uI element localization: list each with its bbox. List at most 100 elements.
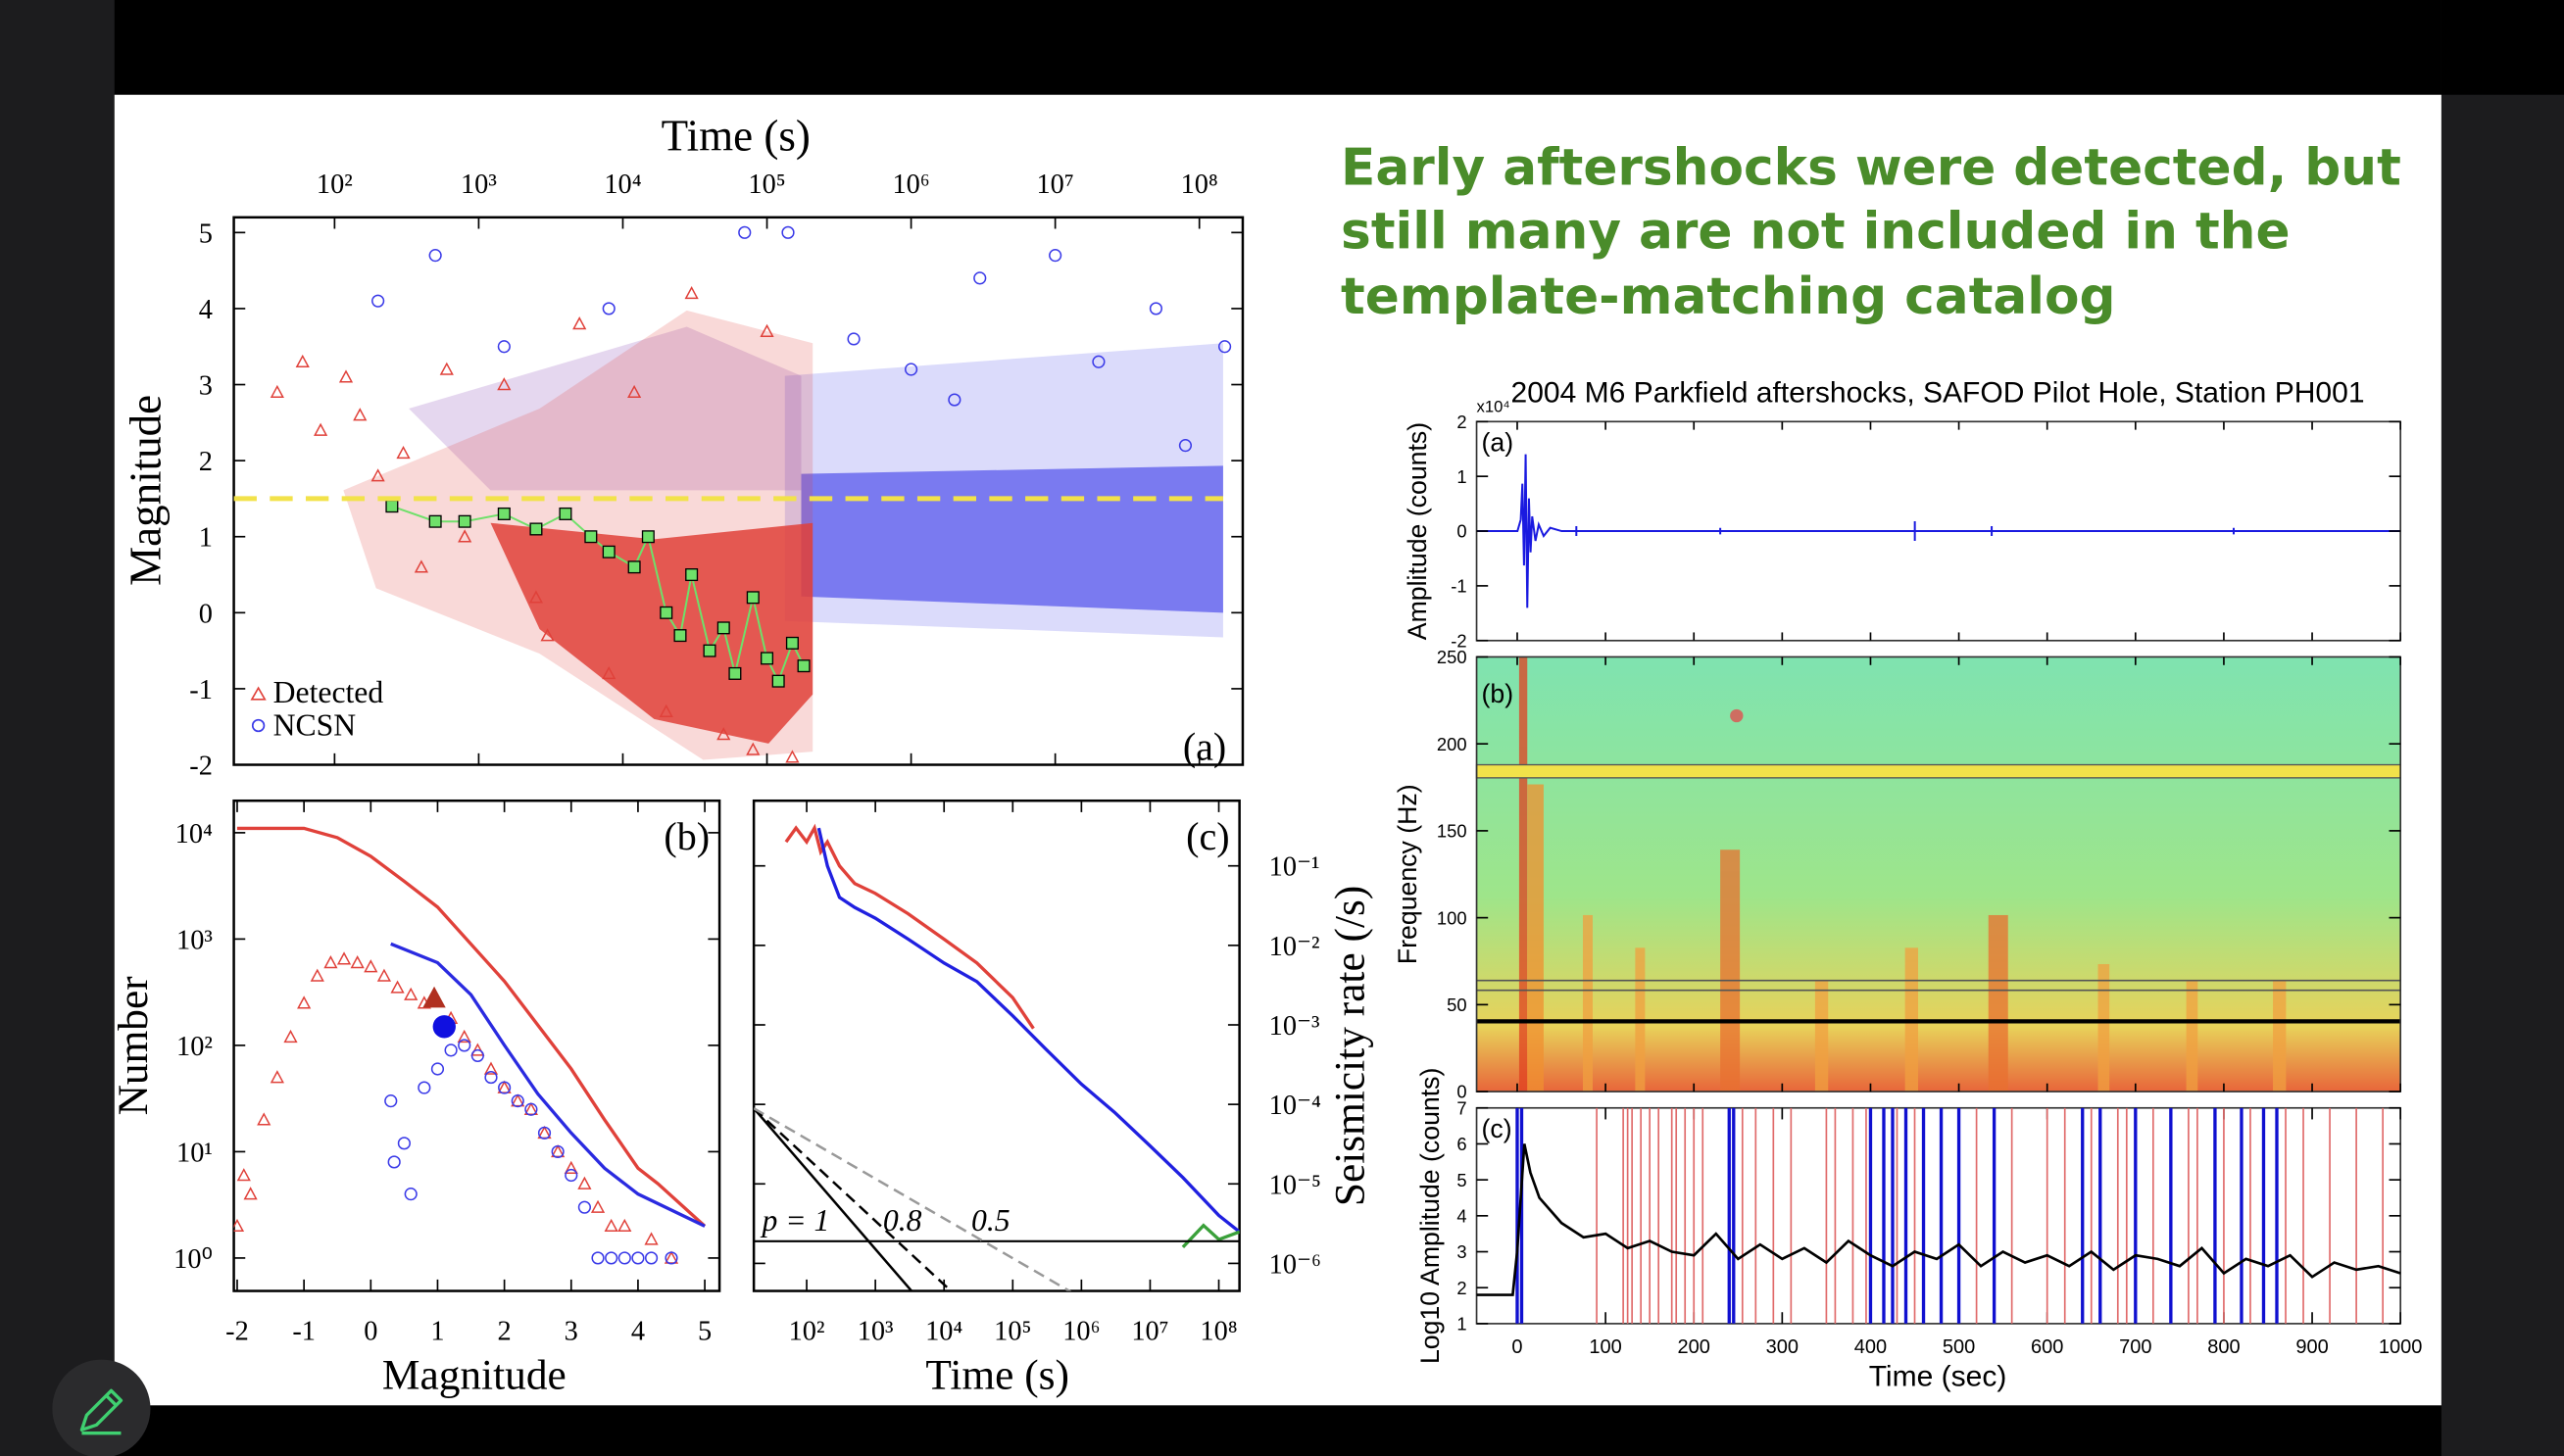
x-tick-label: 2: [498, 1317, 512, 1347]
circle-marker: [470, 1048, 484, 1063]
panel-a-frame: [232, 216, 1245, 766]
streak: [2273, 980, 2287, 1092]
square-marker: [703, 644, 716, 657]
triangle-marker: [602, 665, 616, 680]
dot-marker: [432, 1015, 456, 1039]
triangle-marker: [511, 1093, 525, 1107]
y-tick-label: 10³: [176, 925, 213, 955]
triangle-marker: [540, 628, 555, 642]
circle-marker: [1178, 439, 1193, 453]
streak: [2097, 963, 2110, 1092]
waveform: [1476, 454, 2401, 608]
y-tick-label: -2: [189, 752, 213, 782]
circle-marker: [551, 1144, 565, 1159]
pen-button[interactable]: [52, 1359, 151, 1456]
circle-marker: [565, 1168, 578, 1183]
streak: [1518, 656, 1528, 1092]
y-tick-label: -1: [189, 675, 213, 705]
legend-entry: Detected: [273, 675, 384, 709]
exponent-label: x10⁴: [1477, 397, 1510, 415]
triangle-marker: [350, 955, 365, 969]
data-line: [1181, 1223, 1240, 1249]
y-tick-label: 2: [1456, 412, 1466, 432]
circle-marker: [397, 1137, 411, 1150]
triangle-marker: [627, 384, 642, 399]
triangle-marker: [323, 955, 338, 969]
y-tick-label: 3: [1456, 1241, 1466, 1262]
spot: [1730, 708, 1744, 723]
triangle-marker: [283, 1029, 298, 1043]
y-tick-label: 10⁴: [175, 819, 213, 849]
data-line: [784, 823, 1035, 1030]
y-tick-label: 10⁻¹: [1269, 852, 1320, 883]
circle-marker: [418, 1081, 431, 1094]
square-marker: [559, 507, 572, 520]
x-axis-label: Magnitude: [382, 1352, 567, 1399]
y-tick-label: 50: [1447, 995, 1466, 1015]
panel-label: (c): [1186, 814, 1229, 858]
heading: Early aftershocks were detected, but sti…: [1341, 138, 2401, 326]
circle-marker: [738, 225, 752, 239]
circle-marker: [1149, 302, 1163, 315]
y-tick-label: 0: [1456, 521, 1466, 542]
circle-marker: [781, 225, 795, 239]
streak: [1582, 914, 1593, 1092]
triangle-marker: [336, 951, 352, 965]
spectrogram: [1476, 656, 2401, 1092]
y-tick-label: 7: [1456, 1097, 1466, 1118]
triangle-marker: [497, 1080, 512, 1093]
data-line: [390, 942, 706, 1228]
triangle-marker: [760, 323, 774, 337]
x-tick-label: 10⁴: [925, 1317, 962, 1347]
data-line: [1476, 1143, 2401, 1296]
plot-area: [754, 823, 1240, 1291]
square-marker: [497, 507, 511, 520]
circle-marker: [605, 1251, 618, 1265]
x-tick-label: 10³: [858, 1317, 894, 1347]
circle-marker: [1049, 249, 1062, 263]
y-tick-label: 0: [1456, 1082, 1466, 1102]
pen-button-bg[interactable]: [52, 1359, 151, 1456]
p-line: [754, 1107, 1072, 1291]
triangle-marker: [572, 316, 587, 330]
x-tick-label: 4: [631, 1317, 645, 1347]
triangle-marker: [270, 384, 284, 399]
triangle-marker: [590, 1199, 606, 1213]
plot-area: [1476, 1107, 2401, 1324]
x-tick-label: 600: [2031, 1336, 2063, 1358]
y-tick-label: 10²: [176, 1032, 213, 1062]
circle-marker: [444, 1043, 458, 1057]
heading-line: template-matching catalog: [1341, 267, 2116, 326]
legend-marker: [250, 686, 267, 701]
triangle-marker: [684, 285, 699, 300]
y-tick-label: 10⁻⁶: [1269, 1249, 1321, 1280]
y-axis-label: Number: [110, 976, 157, 1116]
x-axis-label: Time (s): [662, 111, 811, 160]
legend-entry: NCSN: [273, 708, 357, 743]
circle-marker: [602, 302, 616, 315]
pen-icon[interactable]: [79, 1388, 123, 1435]
panel-c-frame: [752, 799, 1241, 1292]
x-tick-label: 400: [1854, 1336, 1887, 1358]
triangle-marker: [414, 559, 428, 573]
x-tick-label: 10⁴: [604, 170, 641, 200]
triangle-marker: [243, 1187, 258, 1200]
panel-label: (a): [1482, 427, 1514, 457]
circle-marker: [497, 340, 511, 354]
legend-marker: [251, 718, 266, 733]
circle-marker: [511, 1094, 524, 1108]
triangle-marker: [370, 468, 385, 482]
x-tick-label: 10²: [789, 1317, 825, 1347]
x-tick-label: 10³: [461, 170, 497, 200]
y-tick-label: 5: [1456, 1170, 1466, 1190]
panel-label: (a): [1183, 725, 1226, 769]
triangle-marker: [537, 1125, 552, 1140]
x-tick-label: 10⁷: [1037, 170, 1074, 200]
circle-marker: [644, 1251, 659, 1265]
x-tick-label: 300: [1766, 1336, 1799, 1358]
p-label: 0.5: [971, 1203, 1011, 1238]
circle-marker: [428, 249, 442, 263]
left-strip: [0, 0, 115, 1456]
